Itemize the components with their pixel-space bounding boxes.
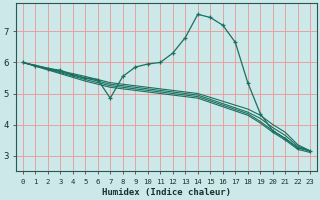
X-axis label: Humidex (Indice chaleur): Humidex (Indice chaleur) (102, 188, 231, 197)
